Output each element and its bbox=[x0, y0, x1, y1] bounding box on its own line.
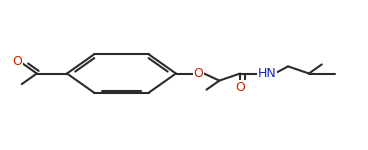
Text: O: O bbox=[235, 81, 245, 94]
Text: HN: HN bbox=[258, 67, 277, 80]
Text: O: O bbox=[194, 67, 204, 80]
Text: O: O bbox=[13, 56, 22, 68]
